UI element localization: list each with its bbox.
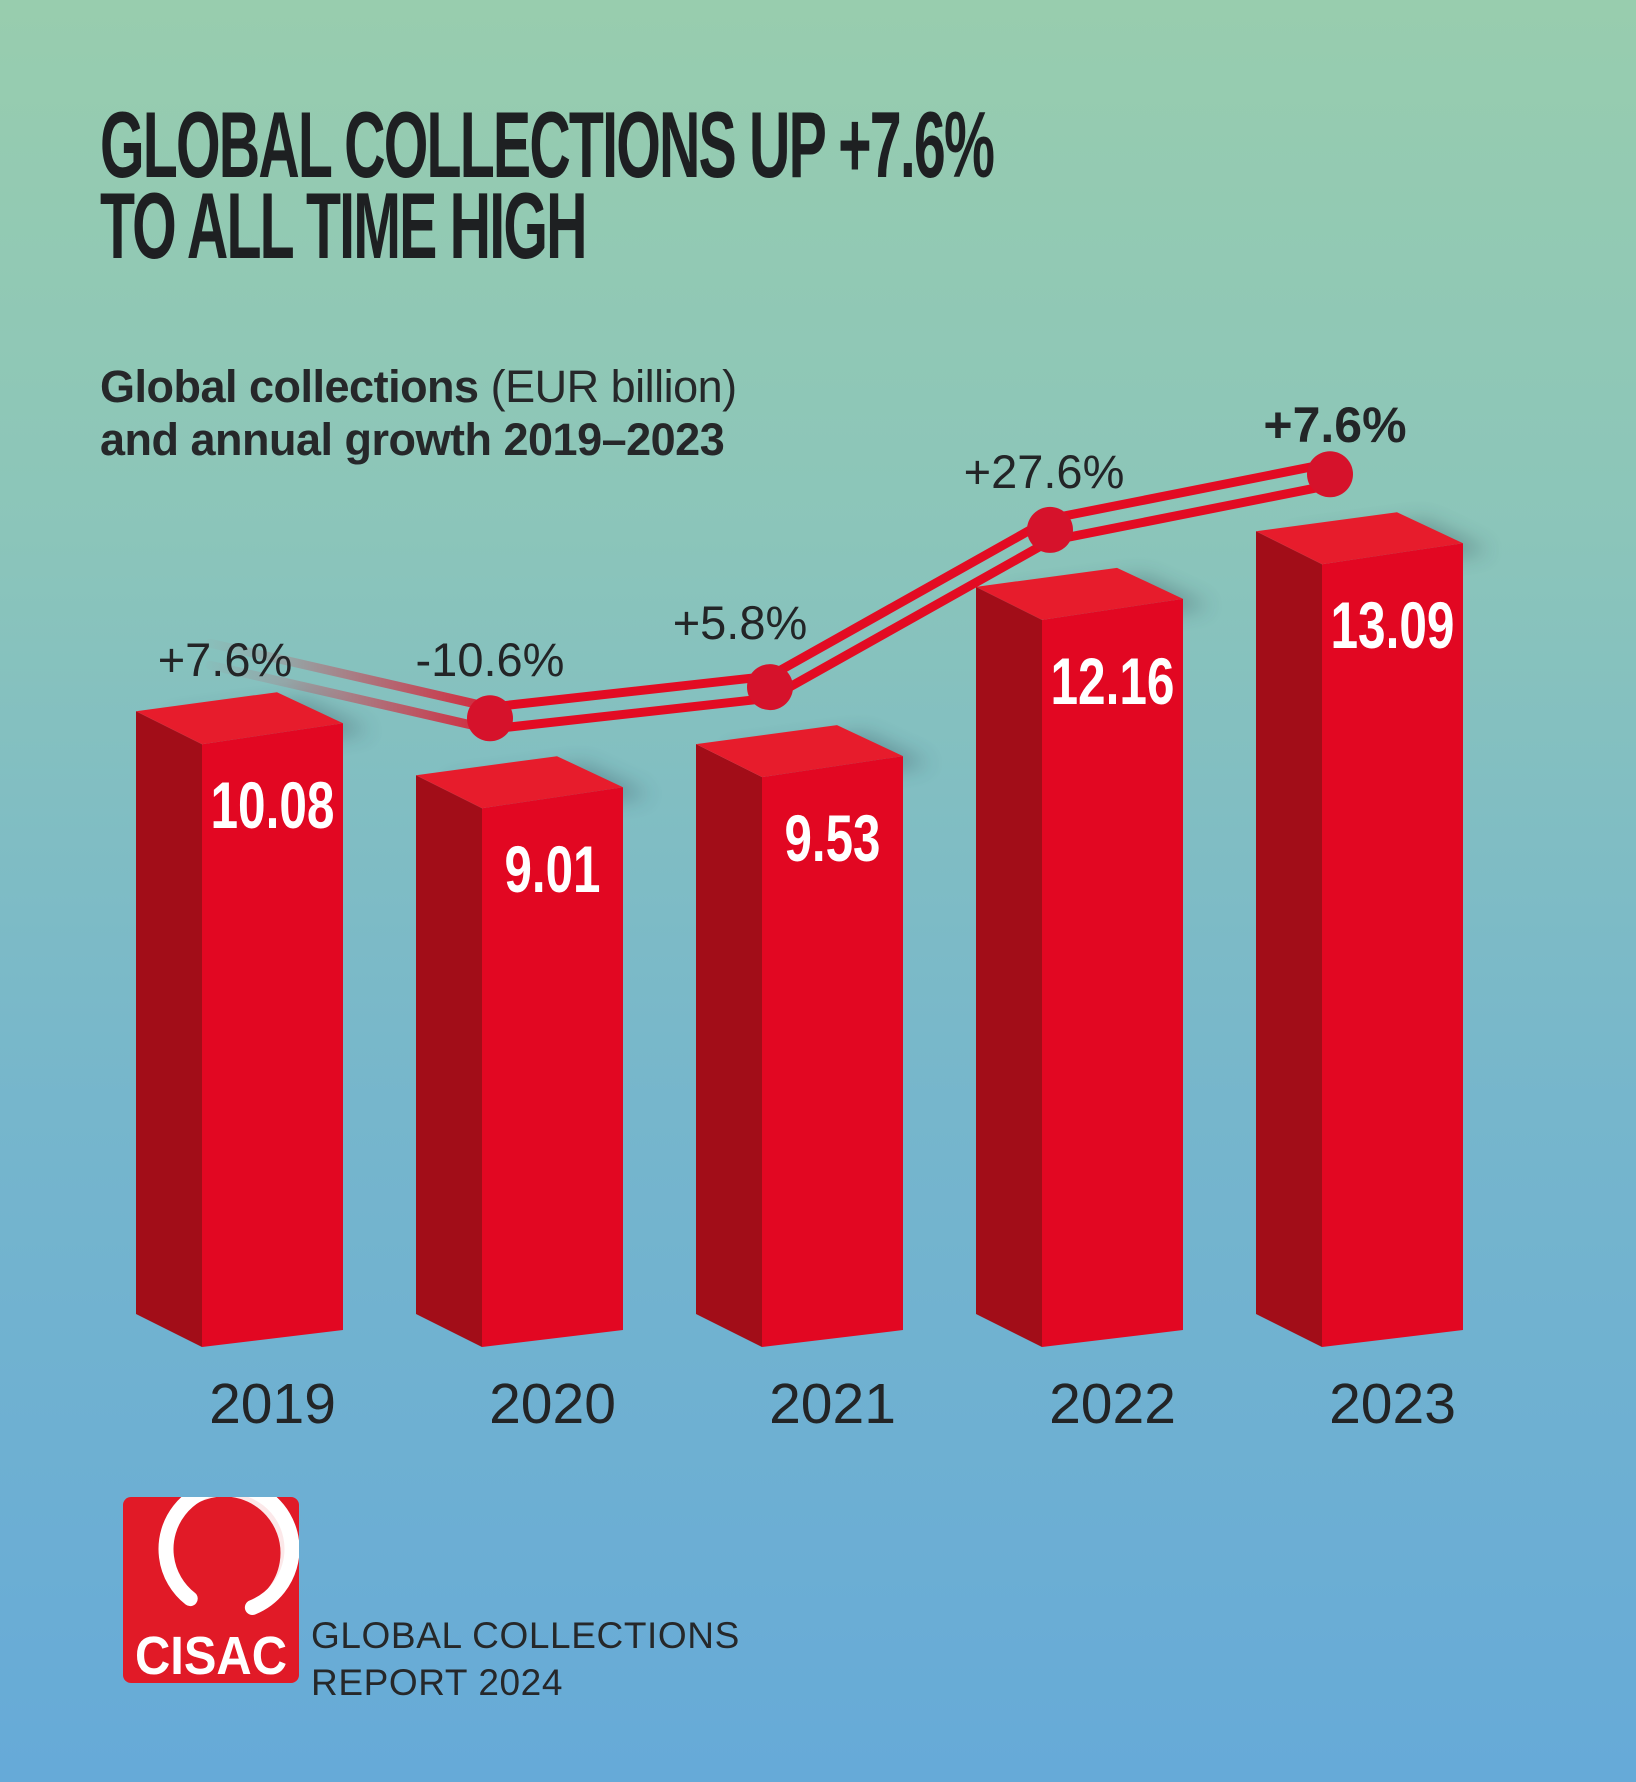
x-axis-label: 2020 bbox=[489, 1372, 616, 1436]
chart-subtitle-line2: and annual growth 2019–2023 bbox=[100, 414, 725, 465]
bar-value-label: 10.08 bbox=[211, 768, 335, 842]
report-caption-line1: GLOBAL COLLECTIONS bbox=[311, 1615, 740, 1656]
page-title-line2: TO ALL TIME HIGH bbox=[100, 173, 588, 278]
growth-label: +7.6% bbox=[158, 633, 293, 686]
bar-top-face bbox=[1256, 512, 1463, 565]
cisac-logo-text: CISAC bbox=[135, 1626, 287, 1683]
cisac-logo: CISAC bbox=[123, 1497, 299, 1683]
growth-line-layer bbox=[205, 451, 1353, 742]
bar-front-face bbox=[1042, 598, 1183, 1347]
bar-2019: 10.08 bbox=[136, 692, 371, 1347]
chart-subtitle-bold: Global collections bbox=[100, 361, 479, 412]
bar-2023: 13.09 bbox=[1256, 512, 1491, 1347]
brush-circle-icon bbox=[158, 1497, 299, 1620]
growth-line bbox=[485, 480, 1335, 734]
bar-side-face bbox=[1256, 531, 1322, 1347]
growth-dot-2022 bbox=[1027, 506, 1073, 553]
bars-layer: 10.08 9.01 9.53 12.16 13.09 bbox=[136, 512, 1491, 1347]
bar-top-face bbox=[696, 725, 903, 778]
page-title-line1: GLOBAL COLLECTIONS UP +7.6% bbox=[100, 92, 995, 197]
x-axis-label: 2022 bbox=[1049, 1372, 1176, 1436]
bar-front-face bbox=[202, 723, 343, 1347]
bar-side-face bbox=[416, 775, 482, 1347]
bar-top-face bbox=[136, 692, 343, 745]
bar-2022: 12.16 bbox=[976, 567, 1211, 1347]
x-axis-label: 2023 bbox=[1329, 1372, 1456, 1436]
chart-subtitle-line1: Global collections (EUR billion) bbox=[100, 360, 737, 413]
growth-line-faded-segment bbox=[205, 660, 495, 734]
growth-line bbox=[485, 458, 1335, 712]
growth-label: +5.8% bbox=[673, 596, 808, 649]
growth-dot-2023 bbox=[1307, 451, 1353, 498]
bar-front-face bbox=[482, 787, 623, 1347]
bar-top-face bbox=[416, 756, 623, 809]
bar-value-label: 13.09 bbox=[1331, 588, 1455, 662]
labels-layer: 2019 2020 2021 2022 2023 +7.6% -10.6% +5.8% +27.… bbox=[158, 397, 1456, 1436]
page-title: GLOBAL COLLECTIONS UP +7.6% TO ALL TIME … bbox=[100, 92, 995, 278]
growth-label: +27.6% bbox=[964, 445, 1125, 498]
chart-subtitle-unit: (EUR billion) bbox=[478, 361, 738, 412]
chart-subtitle: Global collections (EUR billion) and ann… bbox=[100, 360, 737, 466]
report-caption: GLOBAL COLLECTIONS REPORT 2024 bbox=[311, 1612, 740, 1706]
bar-value-label: 12.16 bbox=[1051, 644, 1175, 718]
bar-side-face bbox=[696, 744, 762, 1347]
bar-2020: 9.01 bbox=[416, 756, 651, 1347]
bar-top-face bbox=[976, 567, 1183, 620]
bar-2021: 9.53 bbox=[696, 725, 931, 1347]
growth-dot-2020 bbox=[467, 695, 513, 742]
bar-front-face bbox=[1322, 543, 1463, 1347]
report-caption-line2: REPORT 2024 bbox=[311, 1662, 564, 1703]
growth-label: +7.6% bbox=[1263, 397, 1406, 453]
bar-side-face bbox=[136, 711, 202, 1347]
x-axis-label: 2021 bbox=[769, 1372, 896, 1436]
growth-line-faded-segment bbox=[205, 638, 495, 712]
growth-label: -10.6% bbox=[416, 633, 565, 686]
growth-dot-2021 bbox=[747, 664, 793, 711]
bar-side-face bbox=[976, 586, 1042, 1347]
x-axis-label: 2019 bbox=[209, 1372, 336, 1436]
bar-front-face bbox=[762, 756, 903, 1347]
bar-value-label: 9.53 bbox=[785, 801, 881, 875]
bar-value-label: 9.01 bbox=[505, 832, 601, 906]
